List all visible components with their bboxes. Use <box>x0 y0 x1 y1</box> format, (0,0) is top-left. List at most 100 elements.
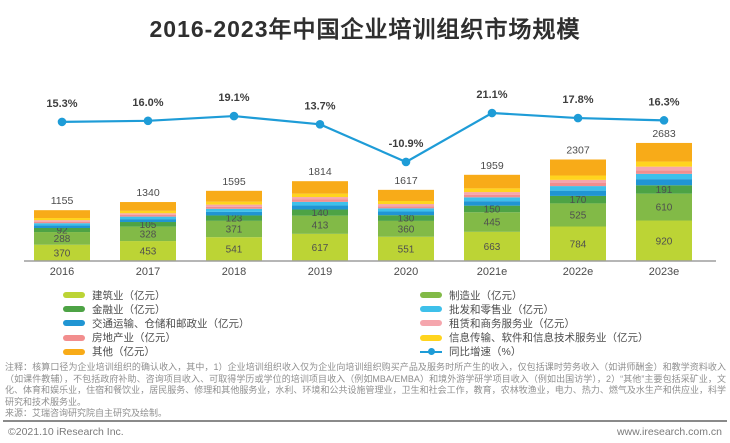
bar-segment <box>378 201 434 205</box>
x-axis-label: 2023e <box>649 266 680 278</box>
bar-segment <box>206 237 262 261</box>
legend-label: 其他（亿元） <box>92 346 155 359</box>
legend-label: 制造业（亿元） <box>449 289 523 302</box>
bar-segment <box>378 236 434 261</box>
bar-segment <box>120 226 176 242</box>
bar-total-label: 1340 <box>136 187 160 199</box>
growth-line-marker <box>229 111 239 121</box>
legend-label: 租赁和商务服务业（亿元） <box>449 317 575 330</box>
bar-segment <box>292 201 348 206</box>
growth-line-marker <box>487 108 497 118</box>
bar-segment <box>464 194 520 198</box>
bar-segment <box>378 211 434 216</box>
bar-segment-value: 105 <box>140 220 157 231</box>
legend-item: 金融业（亿元） <box>63 302 250 316</box>
bar-segment-value: 525 <box>570 210 587 221</box>
growth-rate-label: 16.0% <box>132 97 163 109</box>
growth-line-marker <box>143 116 153 126</box>
bar-segment-value: 445 <box>484 218 501 229</box>
bar-segment-value: 288 <box>54 234 71 245</box>
chart-title: 2016-2023年中国企业培训组织市场规模 <box>149 16 581 42</box>
bar-total-label: 1814 <box>308 166 332 178</box>
bar-segment-value: 413 <box>312 220 329 231</box>
growth-rate-label: 21.1% <box>476 89 507 101</box>
growth-rate-label: 17.8% <box>562 94 593 106</box>
bar-segment <box>206 220 262 238</box>
bar-segment <box>34 220 90 222</box>
bar-segment <box>206 215 262 221</box>
bar-segment <box>636 173 692 180</box>
bar-segment <box>120 216 176 220</box>
legend-swatch-icon <box>63 320 85 327</box>
bar-segment <box>636 161 692 167</box>
bar-segment <box>464 205 520 213</box>
bar-segment-value: 150 <box>484 204 501 215</box>
bar-segment <box>636 220 692 261</box>
bar-segment-value: 92 <box>56 226 68 237</box>
bar-segment <box>636 166 692 171</box>
bar-segment-value: 123 <box>226 214 243 225</box>
x-axis-label: 2017 <box>136 266 160 278</box>
bar-total-label: 2307 <box>566 144 590 156</box>
legend-label: 交通运输、仓储和邮政业（亿元） <box>92 317 250 330</box>
bar-segment <box>34 221 90 224</box>
bar-total-label: 1959 <box>480 160 504 172</box>
legend-item: 批发和零售业（亿元） <box>420 302 649 316</box>
growth-line-marker <box>315 120 325 129</box>
bar-segment <box>378 215 434 221</box>
bar-segment <box>378 206 434 209</box>
bar-segment <box>636 179 692 186</box>
legend-label: 金融业（亿元） <box>92 303 166 316</box>
bar-segment-value: 170 <box>570 195 587 206</box>
bar-segment <box>34 210 90 219</box>
growth-rate-label: 15.3% <box>46 98 77 110</box>
chart-notes: 注释：核算口径为企业培训组织的确认收入，其中，1）企业培训组织收入仅为企业向培训… <box>5 362 726 407</box>
bar-segment <box>120 202 176 211</box>
x-axis-label: 2018 <box>222 266 246 278</box>
bar-total-label: 1617 <box>394 175 418 187</box>
bar-segment <box>636 170 692 174</box>
x-axis-label: 2022e <box>563 266 594 278</box>
growth-rate-label: 16.3% <box>648 96 679 108</box>
growth-line-marker <box>659 116 669 125</box>
footer-copyright: ©2021.10 iResearch Inc. <box>8 426 124 438</box>
bar-segment <box>120 214 176 217</box>
legend-item: 房地产业（亿元） <box>63 331 250 345</box>
bar-segment <box>206 206 262 209</box>
bar-segment-value: 920 <box>656 236 673 247</box>
bar-segment <box>292 233 348 261</box>
bar-segment-value: 610 <box>656 203 673 214</box>
bar-segment <box>550 226 606 261</box>
bar-segment-value: 370 <box>54 248 71 259</box>
legend-label: 同比增速（%） <box>449 346 522 359</box>
legend-swatch-icon <box>420 306 442 313</box>
legend-item: 信息传输、软件和信息技术服务业（亿元） <box>420 331 649 345</box>
bar-segment-value: 784 <box>570 239 587 250</box>
legend-line-dot <box>427 348 435 356</box>
legend-swatch-icon <box>420 334 442 341</box>
bar-segment <box>550 175 606 180</box>
bar-total-label: 1595 <box>222 176 246 188</box>
bar-segment <box>206 201 262 205</box>
bar-segment <box>292 209 348 216</box>
bar-segment <box>206 208 262 212</box>
bar-segment <box>34 244 90 261</box>
bar-segment <box>292 215 348 234</box>
legend-label: 批发和零售业（亿元） <box>449 303 554 316</box>
bar-segment <box>636 185 692 194</box>
bar-segment <box>206 190 262 202</box>
bar-segment <box>464 201 520 206</box>
bar-segment-value: 617 <box>312 243 329 254</box>
bar-segment <box>120 210 176 214</box>
bar-segment <box>206 204 262 207</box>
bar-segment <box>464 188 520 193</box>
bar-total-label: 1155 <box>51 195 74 207</box>
bar-segment <box>292 197 348 200</box>
bar-segment <box>550 186 606 191</box>
bar-segment <box>120 222 176 227</box>
bar-segment <box>464 174 520 189</box>
bar-segment <box>550 179 606 183</box>
bar-segment-value: 371 <box>226 225 243 236</box>
x-axis-label: 2020 <box>394 266 418 278</box>
